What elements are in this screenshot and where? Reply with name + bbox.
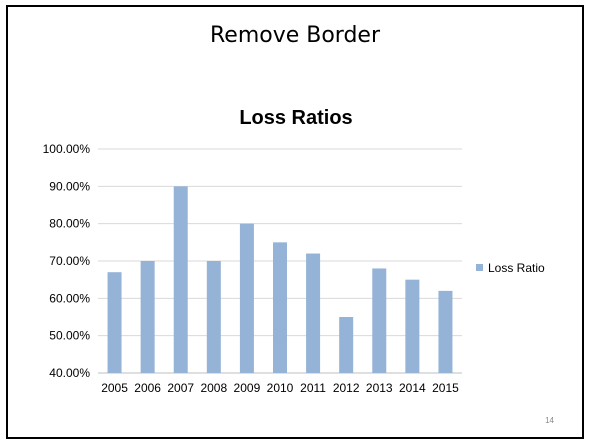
x-tick-label: 2009 xyxy=(234,381,261,395)
y-tick-label: 50.00% xyxy=(49,329,90,343)
legend-swatch xyxy=(476,264,483,271)
bar-2006 xyxy=(141,261,155,373)
x-tick-label: 2012 xyxy=(333,381,360,395)
y-tick-label: 100.00% xyxy=(43,142,91,156)
bar-2009 xyxy=(240,224,254,373)
bar-2011 xyxy=(306,254,320,373)
x-tick-label: 2014 xyxy=(399,381,426,395)
x-tick-label: 2005 xyxy=(101,381,128,395)
y-tick-label: 80.00% xyxy=(49,217,90,231)
bar-2005 xyxy=(108,272,122,373)
bar-2007 xyxy=(174,186,188,373)
legend: Loss Ratio xyxy=(476,261,545,275)
bar-2008 xyxy=(207,261,221,373)
x-tick-label: 2006 xyxy=(134,381,161,395)
bar-2015 xyxy=(438,291,452,373)
x-axis-tick-labels: 2005 2006 2007 2008 2009 2010 2011 2012 2013 2014… xyxy=(101,381,459,395)
legend-label: Loss Ratio xyxy=(488,261,545,275)
y-tick-label: 60.00% xyxy=(49,291,90,305)
bar-2014 xyxy=(405,280,419,373)
x-tick-label: 2013 xyxy=(366,381,393,395)
bars xyxy=(108,186,453,373)
chart-title: Loss Ratios xyxy=(239,107,352,129)
y-tick-label: 70.00% xyxy=(49,254,90,268)
y-tick-label: 40.00% xyxy=(49,366,90,380)
x-tick-label: 2007 xyxy=(167,381,194,395)
x-tick-label: 2011 xyxy=(300,381,326,395)
bar-2013 xyxy=(372,268,386,373)
y-tick-label: 90.00% xyxy=(49,179,90,193)
x-tick-label: 2010 xyxy=(267,381,294,395)
bar-2010 xyxy=(273,242,287,373)
x-tick-label: 2008 xyxy=(200,381,227,395)
bar-2012 xyxy=(339,317,353,373)
x-tick-label: 2015 xyxy=(432,381,459,395)
y-axis-tick-labels: 40.00% 50.00% 60.00% 70.00% 80.00% 90.00% 100.… xyxy=(43,142,91,380)
